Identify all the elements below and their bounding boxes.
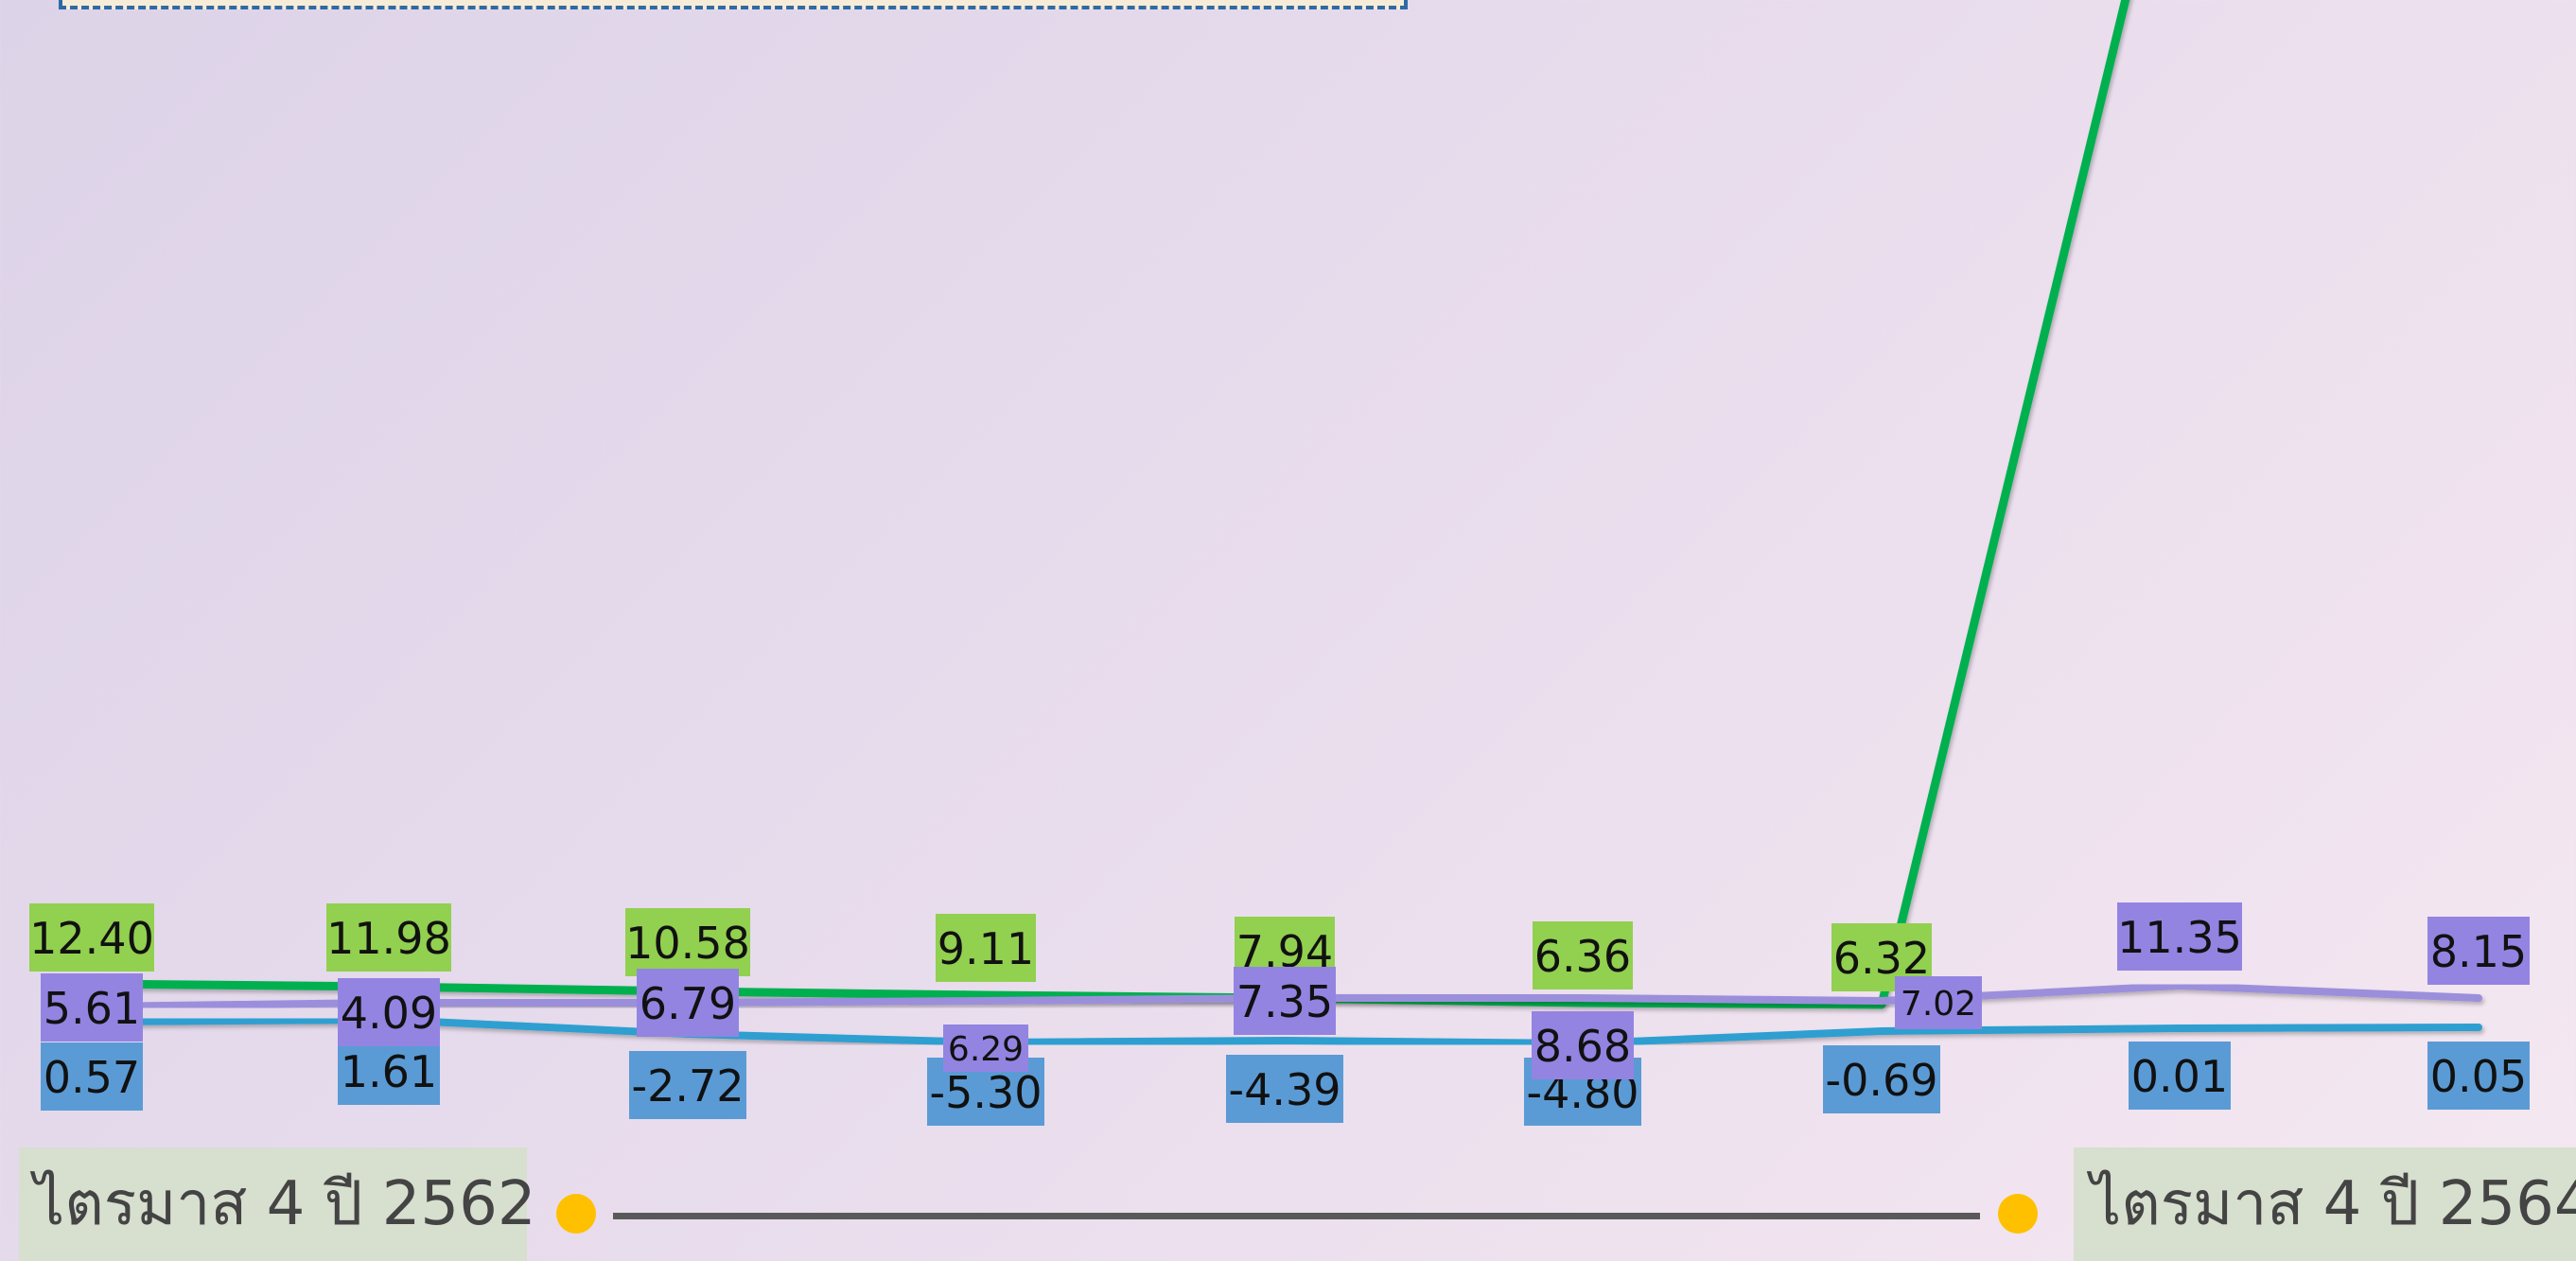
data-label-text: -2.72 <box>631 1060 744 1112</box>
data-label-box <box>338 978 440 1046</box>
data-label-text: 7.02 <box>1901 985 1976 1024</box>
series-2-data-label: 8.68 <box>1532 1011 1634 1079</box>
series-2-data-label: 7.02 <box>1895 976 1982 1029</box>
series-3-line <box>88 1016 2482 1047</box>
timeline-line <box>613 1213 1980 1219</box>
data-label-text: 8.15 <box>2430 926 2527 977</box>
period-end-label: ไตรมาส 4 ปี 2564 <box>2074 1147 2576 1261</box>
timeline-end-dot <box>1998 1194 2038 1234</box>
data-label-box <box>936 914 1036 982</box>
data-label-box <box>41 1042 143 1111</box>
period-start-label: ไตรมาส 4 ปี 2562 <box>19 1147 536 1261</box>
data-label-text: 8.68 <box>1534 1021 1631 1072</box>
series-1-data-label: 6.36 <box>1533 921 1633 990</box>
series-3-data-label: 0.01 <box>2129 1042 2231 1110</box>
data-label-text: 6.36 <box>1534 931 1631 982</box>
data-label-text: 6.29 <box>948 1030 1024 1069</box>
data-label-text: 0.01 <box>2131 1051 2228 1102</box>
data-label-box <box>41 973 143 1042</box>
data-label-box <box>1533 921 1633 990</box>
series-3-data-label: 1.61 <box>338 1037 440 1105</box>
data-label-text: 7.35 <box>1236 976 1333 1027</box>
data-label-text: -4.39 <box>1228 1064 1341 1115</box>
data-label-box <box>637 969 739 1037</box>
data-label-box <box>2427 917 2530 985</box>
series-1-data-label: 11.98 <box>326 903 451 972</box>
data-label-text: -0.69 <box>1825 1055 1937 1106</box>
data-label-text: -5.30 <box>929 1067 1042 1118</box>
data-label-box <box>1234 967 1336 1035</box>
data-label-box <box>625 908 750 976</box>
series-1-data-label: 10.58 <box>625 908 750 976</box>
data-label-box <box>2427 1042 2530 1110</box>
data-label-box <box>2117 902 2242 971</box>
series-3-data-label: 0.57 <box>41 1042 143 1111</box>
data-label-text: 5.61 <box>44 983 140 1034</box>
data-label-text: 0.57 <box>44 1052 140 1103</box>
data-label-box <box>943 1025 1028 1072</box>
data-label-box <box>1226 1055 1343 1123</box>
data-label-box <box>1895 976 1982 1029</box>
data-label-box <box>326 903 451 972</box>
data-label-text: 12.40 <box>29 913 154 964</box>
data-label-box <box>629 1051 746 1119</box>
series-3-data-label: -0.69 <box>1823 1045 1940 1113</box>
legend-box <box>59 0 1408 9</box>
series-2-data-label: 11.35 <box>2117 902 2242 971</box>
data-label-text: 11.35 <box>2117 912 2242 963</box>
data-label-text: 11.98 <box>326 913 451 964</box>
data-label-box <box>1532 1011 1634 1079</box>
series-2-data-label: 5.61 <box>41 973 143 1042</box>
data-label-box <box>338 1037 440 1105</box>
series-3-data-label: 0.05 <box>2427 1042 2530 1110</box>
series-2-data-label: 6.29 <box>943 1025 1028 1072</box>
data-label-text: 9.11 <box>938 923 1034 974</box>
series-3-data-label: -2.72 <box>629 1051 746 1119</box>
series-2-data-label: 7.35 <box>1234 967 1336 1035</box>
data-label-text: 0.05 <box>2430 1051 2527 1102</box>
series-1-data-label: 12.40 <box>29 903 154 972</box>
series-2-data-label: 4.09 <box>338 978 440 1046</box>
timeline-start-dot <box>556 1194 596 1234</box>
data-label-box <box>29 903 154 972</box>
series-2-data-label: 8.15 <box>2427 917 2530 985</box>
data-label-box <box>2129 1042 2231 1110</box>
series-3-data-label: -4.39 <box>1226 1055 1343 1123</box>
data-label-text: 10.58 <box>625 918 750 969</box>
data-label-text: 6.32 <box>1833 933 1930 984</box>
series-1-line <box>87 0 2130 1009</box>
series-1-data-label: 9.11 <box>936 914 1036 982</box>
series-2-data-label: 6.79 <box>637 969 739 1037</box>
data-label-box <box>1823 1045 1940 1113</box>
data-label-text: 6.79 <box>640 978 736 1029</box>
data-label-text: 4.09 <box>341 988 437 1039</box>
data-label-text: 1.61 <box>341 1046 437 1097</box>
